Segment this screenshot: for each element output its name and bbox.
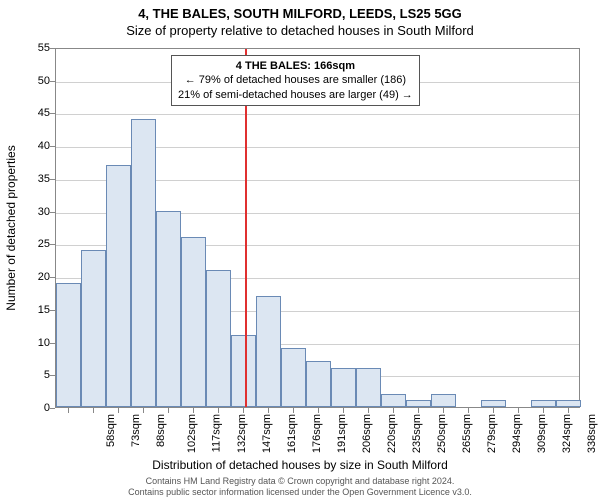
annotation-line-2: 21% of semi-detached houses are larger (… <box>178 88 413 102</box>
ytick-label: 45 <box>20 107 50 119</box>
ytick-label: 15 <box>20 304 50 316</box>
ytick-label: 10 <box>20 337 50 349</box>
histogram-bar <box>331 368 356 407</box>
xtick-label: 191sqm <box>336 414 348 453</box>
xtick-label: 58sqm <box>105 414 117 447</box>
xtick-label: 206sqm <box>361 414 373 453</box>
xtick-label: 294sqm <box>511 414 523 453</box>
xtick-label: 324sqm <box>561 414 573 453</box>
footer-attribution: Contains HM Land Registry data © Crown c… <box>0 476 600 498</box>
histogram-bar <box>56 283 81 407</box>
ytick-label: 40 <box>20 140 50 152</box>
footer-line-2: Contains public sector information licen… <box>0 487 600 498</box>
ytick-label: 20 <box>20 271 50 283</box>
ytick-label: 50 <box>20 75 50 87</box>
histogram-bar <box>381 394 406 407</box>
histogram-bar <box>81 250 106 407</box>
ytick-label: 35 <box>20 173 50 185</box>
chart-title-1: 4, THE BALES, SOUTH MILFORD, LEEDS, LS25… <box>0 0 600 21</box>
xtick-label: 220sqm <box>386 414 398 453</box>
histogram-bar <box>556 400 581 407</box>
histogram-bar <box>206 270 231 407</box>
histogram-bar <box>306 361 331 407</box>
histogram-bar <box>156 211 181 407</box>
xtick-label: 102sqm <box>186 414 198 453</box>
histogram-bar <box>356 368 381 407</box>
xtick-label: 250sqm <box>436 414 448 453</box>
histogram-bar <box>231 335 256 407</box>
footer-line-1: Contains HM Land Registry data © Crown c… <box>0 476 600 487</box>
xtick-label: 265sqm <box>461 414 473 453</box>
ytick-label: 30 <box>20 206 50 218</box>
xtick-label: 235sqm <box>411 414 423 453</box>
xtick-label: 117sqm <box>210 414 222 452</box>
chart-title-2: Size of property relative to detached ho… <box>0 21 600 38</box>
histogram-bar <box>281 348 306 407</box>
plot-area: 4 THE BALES: 166sqm← 79% of detached hou… <box>55 48 580 408</box>
y-axis-label: Number of detached properties <box>4 145 18 310</box>
ytick-label: 55 <box>20 42 50 54</box>
histogram-bar <box>531 400 556 407</box>
x-axis-label: Distribution of detached houses by size … <box>0 458 600 472</box>
xtick-label: 73sqm <box>130 414 142 447</box>
xtick-label: 309sqm <box>536 414 548 453</box>
histogram-bar <box>181 237 206 407</box>
annotation-title: 4 THE BALES: 166sqm <box>178 59 413 73</box>
xtick-label: 279sqm <box>486 414 498 453</box>
xtick-label: 338sqm <box>586 414 598 453</box>
histogram-bar <box>406 400 431 407</box>
xtick-label: 147sqm <box>261 414 273 453</box>
histogram-bar <box>106 165 131 407</box>
xtick-label: 161sqm <box>286 414 298 453</box>
annotation-line-1: ← 79% of detached houses are smaller (18… <box>178 73 413 87</box>
histogram-bar <box>256 296 281 407</box>
xtick-label: 132sqm <box>236 414 248 453</box>
ytick-label: 5 <box>20 369 50 381</box>
histogram-bar <box>131 119 156 407</box>
xtick-label: 88sqm <box>155 414 167 447</box>
ytick-label: 0 <box>20 402 50 414</box>
ytick-label: 25 <box>20 238 50 250</box>
annotation-box: 4 THE BALES: 166sqm← 79% of detached hou… <box>171 55 420 106</box>
histogram-bar <box>481 400 506 407</box>
histogram-bar <box>431 394 456 407</box>
xtick-label: 176sqm <box>311 414 323 453</box>
